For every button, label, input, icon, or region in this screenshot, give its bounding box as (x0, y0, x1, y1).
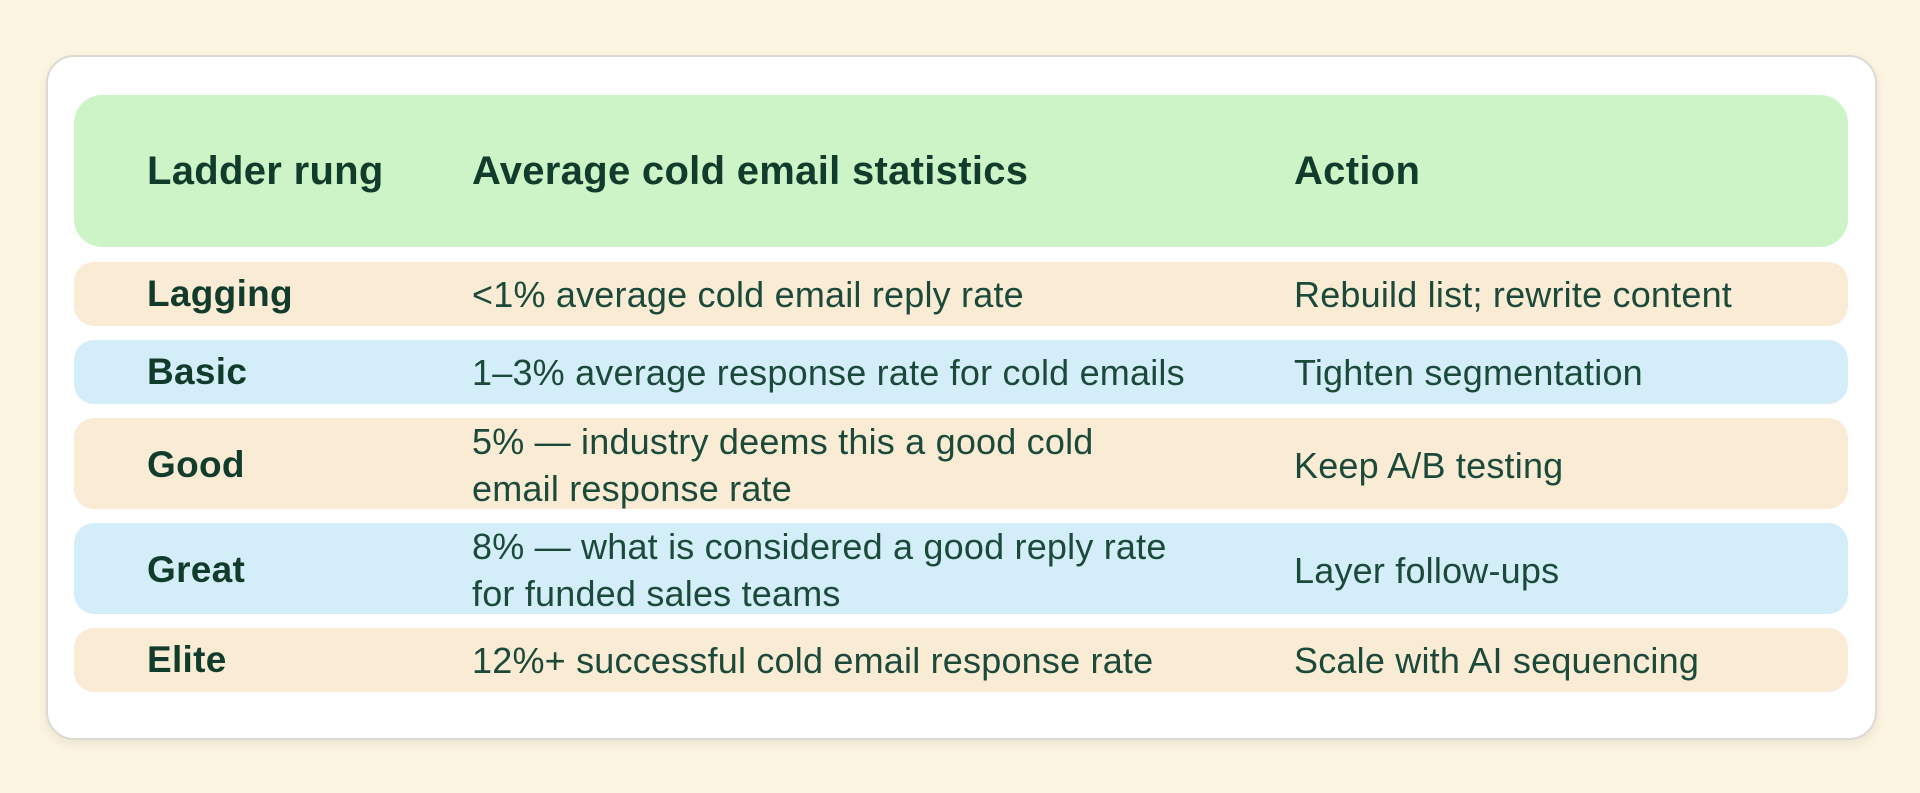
action-cell: Scale with AI sequencing (1294, 639, 1700, 681)
table-row-elite: Elite 12%+ successful cold email respons… (74, 628, 1848, 692)
column-header-statistics: Average cold email statistics (472, 148, 1029, 193)
table-row-good: Good 5% — industry deems this a good col… (74, 418, 1848, 509)
stat-cell: 12%+ successful cold email response rate (472, 639, 1154, 681)
rung-cell: Lagging (147, 273, 293, 314)
action-cell: Tighten segmentation (1294, 351, 1643, 393)
column-header-ladder-rung: Ladder rung (147, 148, 384, 193)
action-cell: Layer follow-ups (1294, 549, 1560, 591)
stat-cell: <1% average cold email reply rate (472, 273, 1024, 315)
table-card: Ladder rung Average cold email statistic… (46, 55, 1877, 740)
table-header-row: Ladder rung Average cold email statistic… (74, 95, 1848, 247)
rung-cell: Good (147, 444, 245, 485)
column-header-action: Action (1294, 148, 1421, 193)
rung-cell: Basic (147, 351, 248, 392)
stat-cell: 5% — industry deems this a good cold ema… (472, 421, 1094, 509)
stat-cell: 1–3% average response rate for cold emai… (472, 351, 1185, 393)
table-row-basic: Basic 1–3% average response rate for col… (74, 340, 1848, 404)
rung-cell: Elite (147, 639, 227, 680)
rung-cell: Great (147, 549, 246, 590)
table-row-lagging: Lagging <1% average cold email reply rat… (74, 262, 1848, 326)
action-cell: Rebuild list; rewrite content (1294, 273, 1732, 315)
stat-cell: 8% — what is considered a good reply rat… (472, 526, 1167, 614)
table-row-great: Great 8% — what is considered a good rep… (74, 523, 1848, 614)
action-cell: Keep A/B testing (1294, 444, 1564, 486)
